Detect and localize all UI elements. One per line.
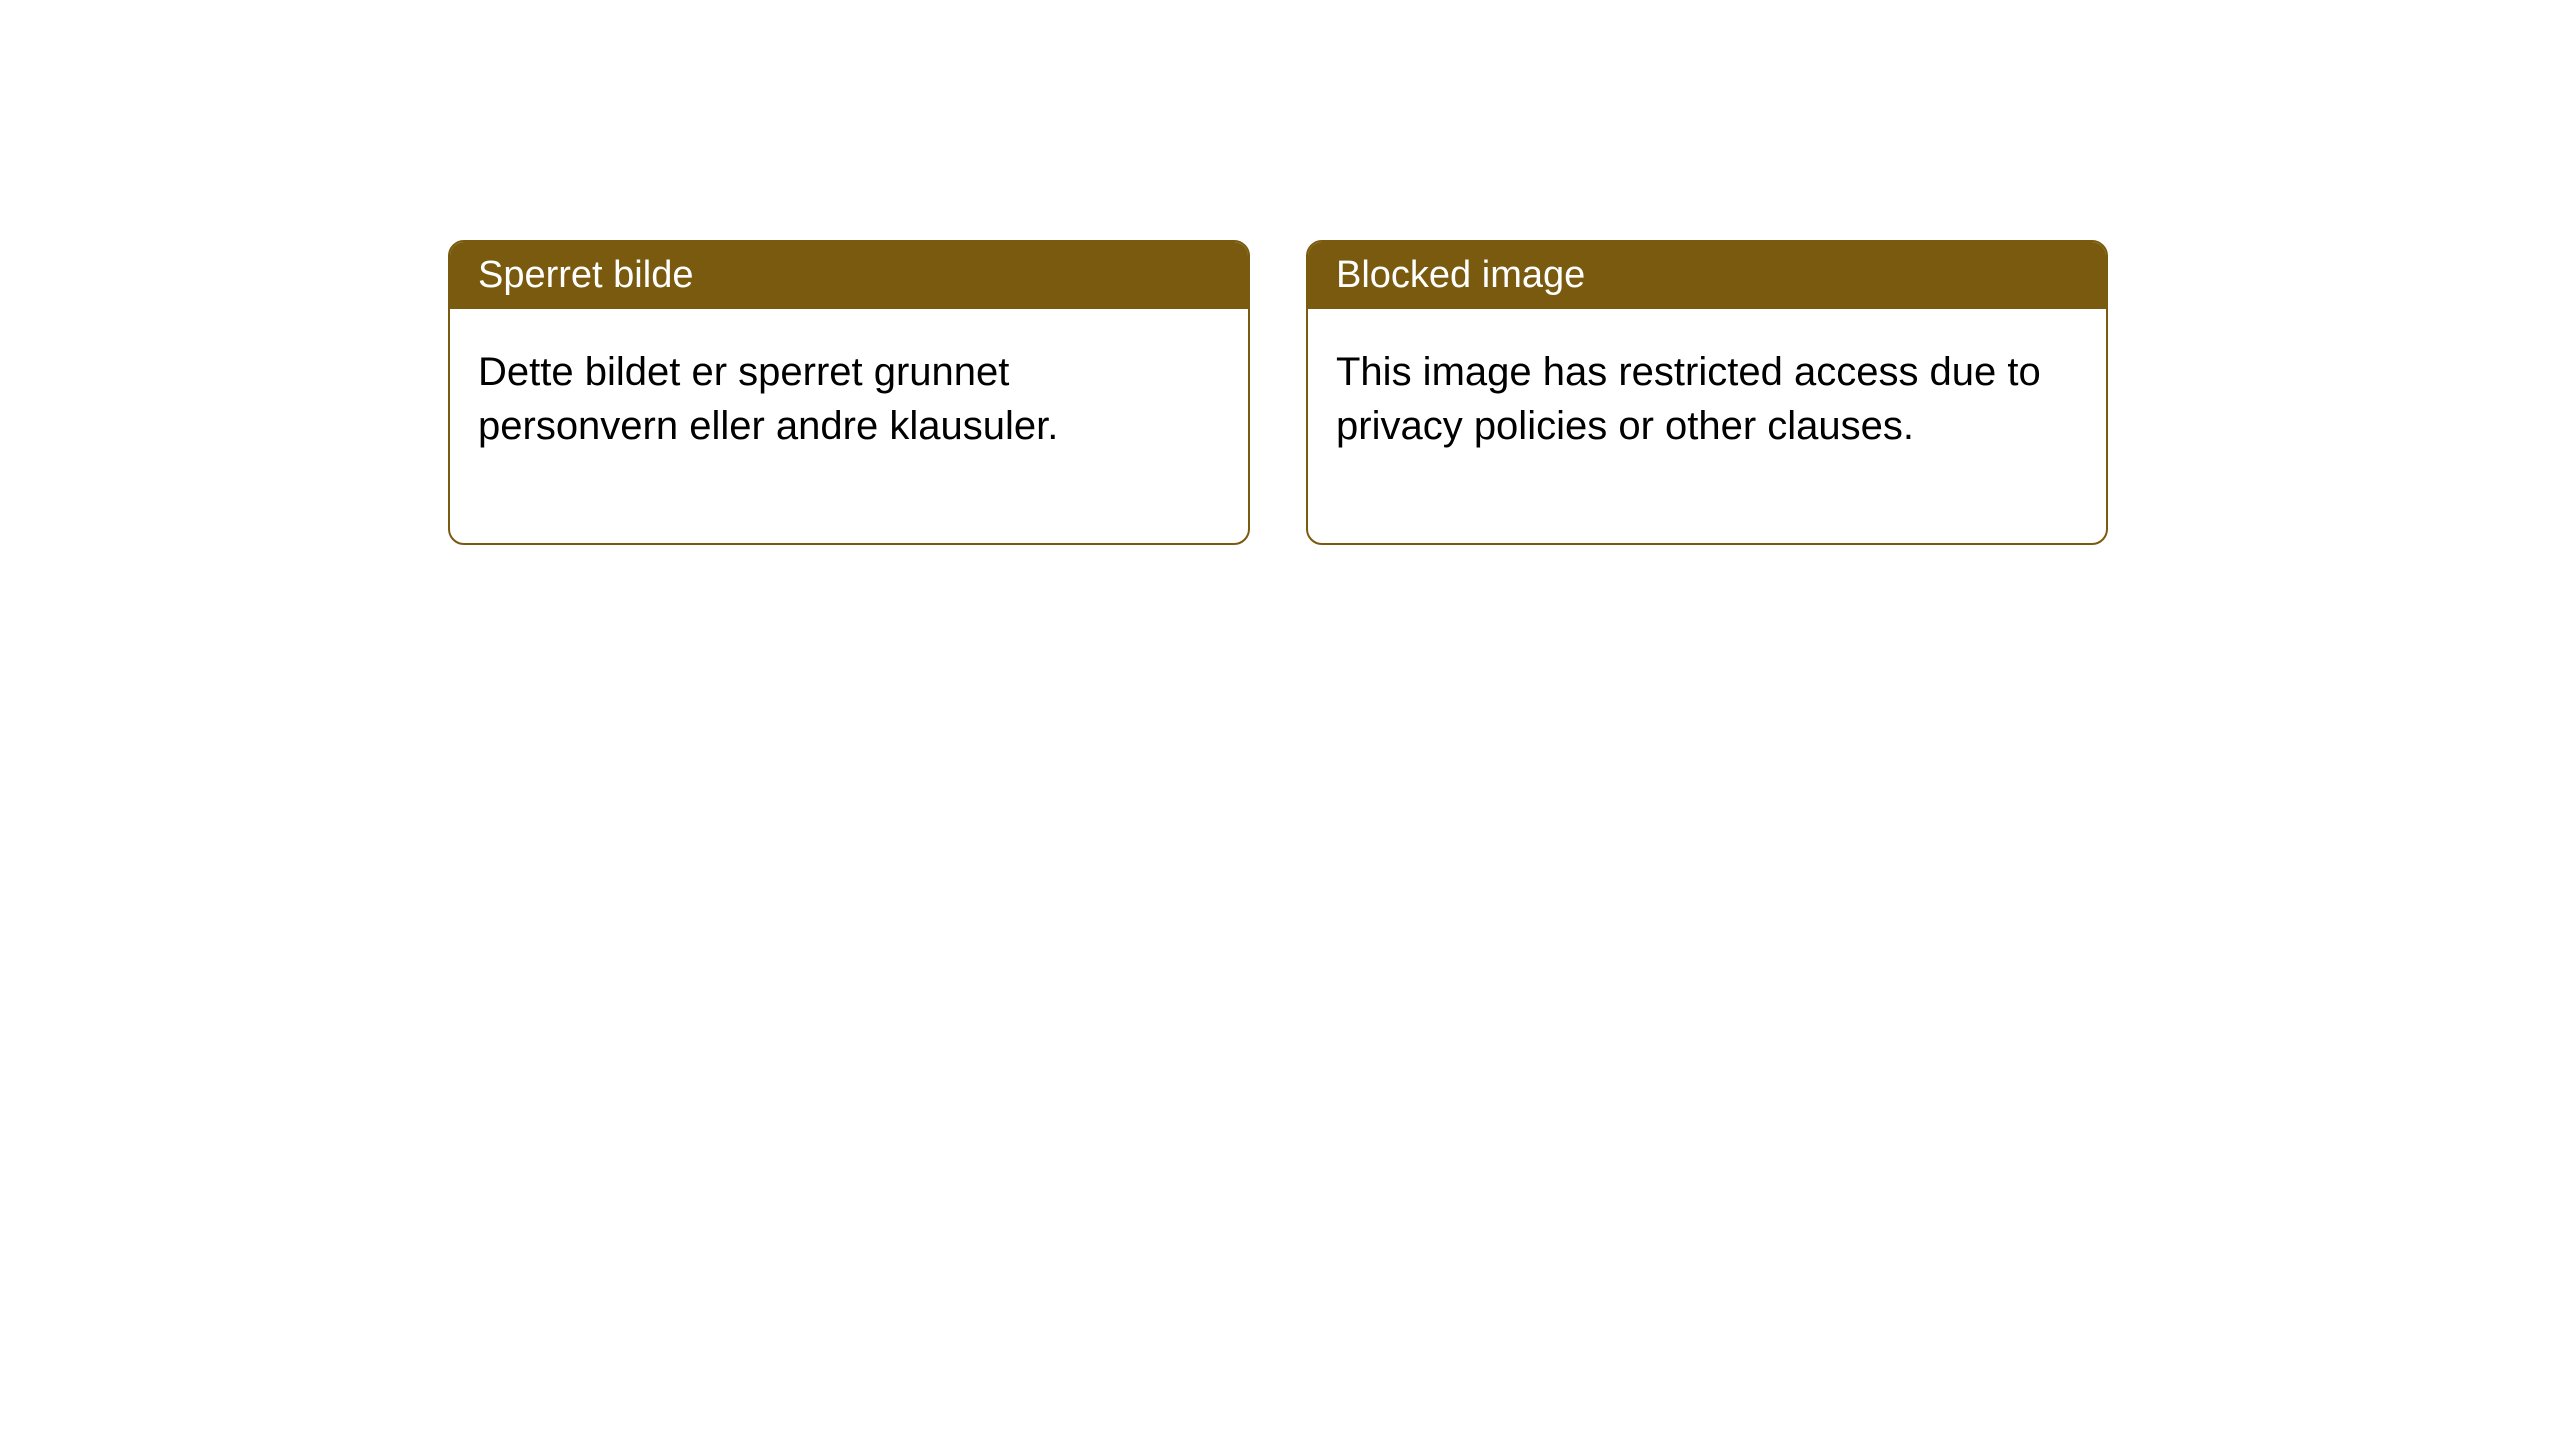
notice-card-body: This image has restricted access due to … — [1308, 309, 2106, 543]
notice-card-header: Blocked image — [1308, 242, 2106, 309]
notice-card-body: Dette bildet er sperret grunnet personve… — [450, 309, 1248, 543]
notice-cards-container: Sperret bilde Dette bildet er sperret gr… — [448, 240, 2108, 545]
notice-card-english: Blocked image This image has restricted … — [1306, 240, 2108, 545]
notice-card-norwegian: Sperret bilde Dette bildet er sperret gr… — [448, 240, 1250, 545]
notice-card-header: Sperret bilde — [450, 242, 1248, 309]
